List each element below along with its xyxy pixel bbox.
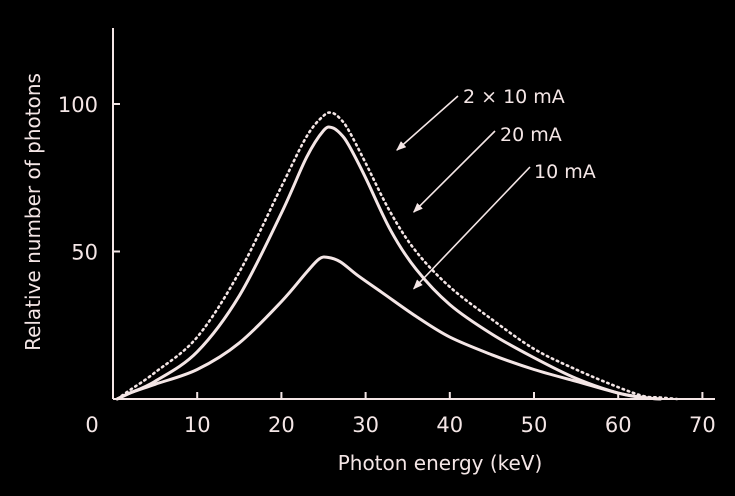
series-line-1 — [115, 125, 662, 401]
series-label-0: 2 × 10 mA — [463, 86, 565, 108]
x-tick-label: 60 — [605, 413, 632, 437]
series-label-1: 20 mA — [500, 124, 562, 146]
ticks: 0 10 20 30 40 50 60 70 50 100 — [58, 93, 716, 437]
series-label-2: 10 mA — [534, 161, 596, 183]
series-line-2 — [115, 255, 662, 401]
x-tick-label: 70 — [689, 413, 716, 437]
x-tick-label: 0 — [85, 413, 98, 437]
axes — [112, 28, 715, 400]
y-axis-title: Relative number of photons — [21, 73, 45, 351]
annotation-arrow-0 — [396, 95, 459, 151]
annotation-arrow-1 — [412, 130, 496, 213]
x-tick-label: 50 — [521, 413, 548, 437]
annotation-layer: 2 × 10 mA 20 mA 10 mA — [396, 86, 596, 290]
annotation-arrow-2 — [413, 166, 531, 290]
x-tick-label: 30 — [352, 413, 379, 437]
series-layer — [115, 111, 679, 401]
series-line-0 — [115, 111, 679, 401]
x-tick-label: 20 — [268, 413, 295, 437]
x-axis-title: Photon energy (keV) — [338, 451, 543, 475]
x-tick-label: 40 — [436, 413, 463, 437]
y-tick-label: 50 — [71, 241, 98, 265]
y-tick-label: 100 — [58, 93, 98, 117]
x-tick-label: 10 — [184, 413, 211, 437]
